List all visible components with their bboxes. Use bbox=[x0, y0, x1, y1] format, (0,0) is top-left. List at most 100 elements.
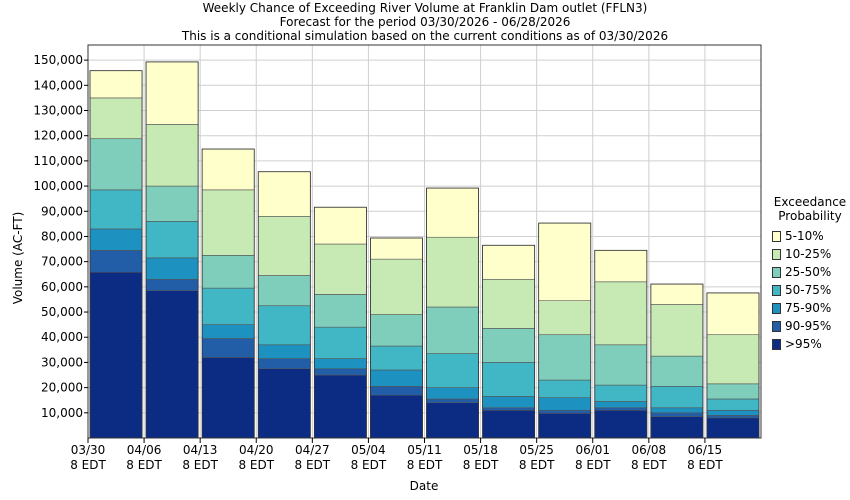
legend-entry: 75-90% bbox=[770, 299, 850, 317]
bar-segment bbox=[314, 368, 367, 376]
x-tick-sublabel: 8 EDT bbox=[687, 458, 723, 472]
y-tick-label: 40,000 bbox=[41, 330, 83, 344]
y-axis-label: Volume (AC-FT) bbox=[11, 212, 25, 305]
x-tick-label: 06/01 bbox=[575, 443, 610, 457]
bar-segment bbox=[426, 402, 479, 439]
legend-label: 50-75% bbox=[785, 283, 832, 297]
bar-segment bbox=[650, 407, 704, 414]
legend-label: 5-10% bbox=[785, 229, 824, 243]
legend-entry: >95% bbox=[770, 335, 850, 353]
x-tick-sublabel: 8 EDT bbox=[407, 458, 443, 472]
legend-label: >95% bbox=[785, 337, 822, 351]
bar-segment bbox=[426, 236, 479, 308]
x-tick-sublabel: 8 EDT bbox=[631, 458, 667, 472]
bar-segment bbox=[594, 401, 648, 409]
y-tick-label: 110,000 bbox=[33, 154, 83, 168]
legend-entry: 10-25% bbox=[770, 245, 850, 263]
bar-segment bbox=[594, 250, 648, 283]
x-tick-sublabel: 8 EDT bbox=[295, 458, 331, 472]
legend-swatch bbox=[772, 302, 781, 314]
bar-segment bbox=[257, 305, 311, 346]
bar-segment bbox=[594, 384, 648, 402]
y-tick-label: 60,000 bbox=[41, 280, 83, 294]
bar-segment bbox=[314, 326, 367, 359]
bar-segment bbox=[257, 344, 311, 359]
x-tick-label: 04/20 bbox=[239, 443, 274, 457]
legend-label: 90-95% bbox=[785, 319, 832, 333]
bar-segment bbox=[89, 271, 143, 439]
bar-segment bbox=[370, 345, 423, 371]
legend-swatch bbox=[772, 338, 781, 350]
bar-segment bbox=[426, 187, 479, 238]
bar-segment bbox=[650, 304, 704, 357]
y-tick-label: 150,000 bbox=[33, 53, 83, 67]
x-tick-label: 06/08 bbox=[632, 443, 667, 457]
y-tick-label: 20,000 bbox=[41, 381, 83, 395]
y-axis: 10,000 20,000 30,000 40,000 50,000 60,000 70,0… bbox=[33, 53, 88, 420]
bar-segment bbox=[314, 206, 367, 245]
legend-label: 75-90% bbox=[785, 301, 832, 315]
bar-segment bbox=[201, 148, 255, 191]
bar-segment bbox=[538, 379, 592, 398]
bar-segment bbox=[706, 409, 760, 416]
x-tick-label: 04/27 bbox=[295, 443, 330, 457]
bar-segment bbox=[370, 258, 423, 315]
x-tick-label: 06/15 bbox=[688, 443, 723, 457]
y-tick-label: 50,000 bbox=[41, 305, 83, 319]
bar-segment bbox=[706, 415, 760, 419]
bar-segment bbox=[314, 358, 367, 370]
legend-swatch bbox=[772, 266, 781, 278]
x-tick-sublabel: 8 EDT bbox=[519, 458, 555, 472]
bar-segment bbox=[426, 398, 479, 404]
legend-swatch bbox=[772, 248, 781, 260]
legend-swatch bbox=[772, 284, 781, 296]
bar-segment bbox=[594, 407, 648, 411]
bar-segment bbox=[538, 413, 592, 439]
x-tick-label: 04/13 bbox=[183, 443, 218, 457]
x-tick-sublabel: 8 EDT bbox=[238, 458, 274, 472]
bar-segment bbox=[201, 324, 255, 339]
bar-segment bbox=[89, 228, 143, 251]
bar-segment bbox=[650, 412, 704, 417]
bar-segment bbox=[89, 250, 143, 273]
y-tick-label: 80,000 bbox=[41, 229, 83, 243]
bar-segment bbox=[145, 61, 199, 125]
bar-segment bbox=[538, 334, 592, 381]
bar-stacks bbox=[89, 61, 760, 439]
bar-segment bbox=[706, 398, 760, 411]
y-tick-label: 90,000 bbox=[41, 204, 83, 218]
bar-segment bbox=[538, 409, 592, 414]
bar-segment bbox=[314, 294, 367, 328]
bar-segment bbox=[706, 417, 760, 439]
y-tick-label: 130,000 bbox=[33, 104, 83, 118]
x-tick-sublabel: 8 EDT bbox=[182, 458, 218, 472]
bar-segment bbox=[370, 369, 423, 387]
x-tick-label: 03/30 bbox=[71, 443, 106, 457]
legend: Exceedance Probability 5-10% 10-25% 25-50%… bbox=[770, 195, 850, 353]
x-tick-sublabel: 8 EDT bbox=[70, 458, 106, 472]
y-tick-label: 140,000 bbox=[33, 78, 83, 92]
bar-segment bbox=[594, 409, 648, 439]
bar-segment bbox=[145, 257, 199, 280]
legend-entry: 50-75% bbox=[770, 281, 850, 299]
bar-segment bbox=[89, 70, 143, 99]
y-tick-label: 120,000 bbox=[33, 129, 83, 143]
chart-subtitle: Forecast for the period 03/30/2026 - 06/… bbox=[279, 15, 571, 29]
bar-segment bbox=[145, 185, 199, 222]
bar-segment bbox=[482, 244, 535, 280]
bar-segment bbox=[538, 397, 592, 411]
bar-segment bbox=[482, 409, 535, 439]
y-tick-label: 70,000 bbox=[41, 255, 83, 269]
bar-segment bbox=[201, 189, 255, 256]
bar-segment bbox=[482, 407, 535, 411]
bar-segment bbox=[89, 97, 143, 140]
x-tick-label: 05/04 bbox=[351, 443, 386, 457]
legend-entry: 90-95% bbox=[770, 317, 850, 335]
legend-title: Exceedance Probability bbox=[773, 195, 847, 223]
bar-segment bbox=[706, 383, 760, 400]
x-tick-sublabel: 8 EDT bbox=[351, 458, 387, 472]
bar-segment bbox=[482, 362, 535, 397]
x-tick-label: 05/25 bbox=[519, 443, 554, 457]
